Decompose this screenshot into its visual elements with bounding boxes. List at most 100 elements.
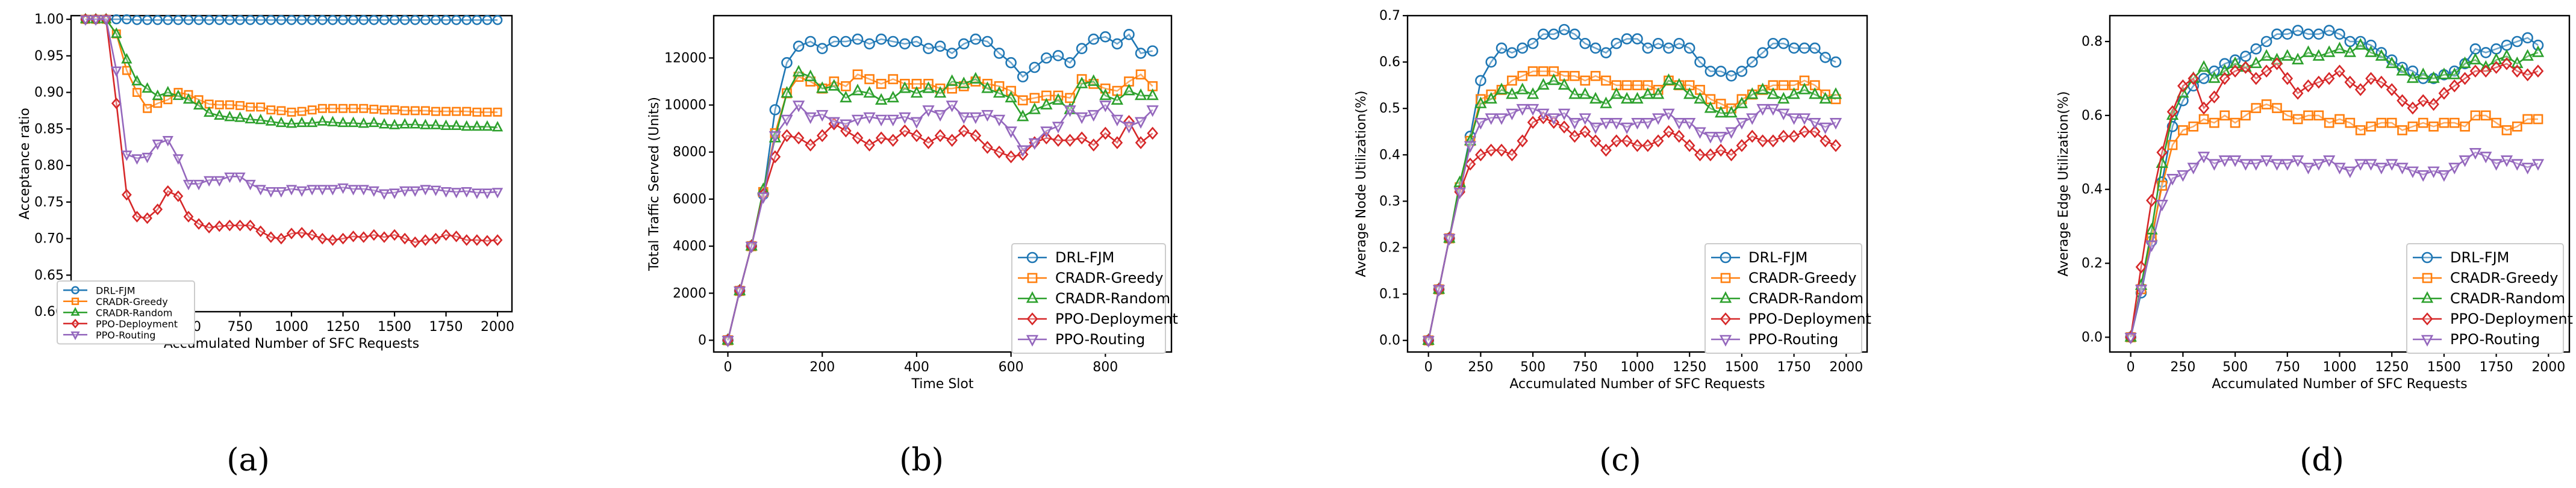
data-point-drl-fjm: [1017, 71, 1029, 82]
data-point-cradr-greedy: [2230, 117, 2241, 128]
data-point-ppo-deployment: [2166, 105, 2178, 119]
data-point-ppo-routing: [1621, 122, 1633, 135]
data-point-ppo-deployment: [1135, 136, 1147, 149]
data-point-ppo-routing: [2208, 159, 2221, 171]
data-point-ppo-routing: [172, 154, 184, 165]
y-axis-label: Total Traffic Served (Units): [647, 97, 662, 271]
series-ppo-deployment: [1423, 111, 1842, 347]
data-point-drl-fjm: [1809, 42, 1821, 54]
data-point-ppo-deployment: [1652, 134, 1664, 147]
data-point-cradr-random: [2291, 52, 2304, 65]
data-point-ppo-deployment: [245, 219, 255, 232]
data-point-ppo-deployment: [2303, 79, 2314, 93]
data-point-cradr-random: [471, 120, 483, 131]
data-point-drl-fjm: [111, 14, 122, 25]
data-point-ppo-deployment: [816, 129, 828, 143]
data-point-ppo-routing: [1673, 118, 1686, 130]
data-point-drl-fjm: [1064, 57, 1076, 69]
data-point-ppo-routing: [1547, 113, 1560, 125]
data-point-ppo-deployment: [2271, 57, 2283, 70]
y-tick-label: 0.80: [34, 158, 64, 173]
data-point-ppo-deployment: [214, 220, 225, 232]
data-point-cradr-random: [993, 86, 1006, 98]
data-point-ppo-deployment: [1088, 138, 1100, 152]
data-point-drl-fjm: [369, 14, 379, 25]
data-point-cradr-random: [440, 119, 452, 130]
data-point-ppo-deployment: [379, 231, 390, 243]
data-point-cradr-greedy: [359, 103, 369, 113]
plot-frame: [713, 14, 1173, 353]
x-tick-label: 500: [1520, 360, 1545, 375]
data-point-ppo-routing: [1777, 108, 1790, 120]
data-point-ppo-routing: [1017, 145, 1029, 157]
data-point-cradr-random: [193, 99, 205, 110]
data-point-drl-fjm: [276, 14, 287, 25]
data-point-cradr-random: [1694, 91, 1706, 104]
data-point-ppo-deployment: [2386, 83, 2398, 96]
data-point-ppo-routing: [378, 189, 390, 200]
data-point-cradr-greedy: [2449, 117, 2460, 128]
data-point-ppo-deployment: [1642, 139, 1654, 152]
data-point-cradr-greedy: [225, 100, 234, 110]
legend-label-drl-fjm: DRL-FJM: [2450, 249, 2509, 266]
data-point-cradr-random: [491, 121, 504, 132]
data-point-drl-fjm: [410, 14, 420, 25]
y-tick-label: 0.70: [34, 232, 64, 247]
data-point-ppo-routing: [1453, 187, 1466, 199]
data-point-drl-fjm: [1100, 31, 1111, 43]
data-point-cradr-greedy: [2261, 99, 2272, 110]
data-point-ppo-deployment: [2313, 75, 2325, 89]
legend-marker-drl-fjm: [1026, 252, 1038, 264]
legend-label-ppo-routing: PPO-Routing: [1055, 331, 1145, 348]
data-point-drl-fjm: [1746, 56, 1758, 68]
data-point-drl-fjm: [451, 14, 461, 25]
legend-marker-ppo-deployment: [1026, 312, 1038, 326]
data-point-cradr-greedy: [1135, 69, 1146, 80]
data-point-cradr-random: [2427, 71, 2440, 83]
data-point-ppo-routing: [1809, 118, 1821, 130]
series-cradr-random: [80, 13, 504, 132]
data-point-drl-fjm: [163, 14, 173, 25]
data-point-cradr-random: [388, 119, 401, 129]
data-point-cradr-greedy: [2292, 114, 2303, 125]
data-point-cradr-greedy: [947, 83, 958, 94]
data-point-ppo-routing: [1443, 233, 1456, 246]
y-tick-label: 10000: [664, 98, 706, 113]
data-point-ppo-deployment: [887, 134, 899, 147]
data-point-ppo-deployment: [2522, 68, 2533, 82]
data-point-cradr-random: [1052, 93, 1065, 105]
series-line-cradr-random: [727, 71, 1153, 341]
data-point-cradr-random: [816, 81, 829, 93]
x-axis-label: Accumulated Number of SFC Requests: [164, 336, 419, 351]
data-point-ppo-routing: [828, 117, 840, 129]
data-point-ppo-routing: [816, 110, 829, 122]
data-point-cradr-greedy: [841, 81, 851, 91]
data-point-cradr-random: [265, 115, 276, 126]
data-point-drl-fjm: [911, 36, 923, 48]
y-tick-label: 0.5: [1379, 101, 1400, 116]
x-tick-label: 2000: [481, 320, 514, 335]
data-point-cradr-random: [2281, 49, 2294, 61]
data-point-cradr-random: [2250, 56, 2262, 69]
data-point-drl-fjm: [307, 14, 317, 25]
data-point-ppo-deployment: [1076, 131, 1088, 145]
data-point-ppo-routing: [934, 110, 947, 122]
data-point-ppo-deployment: [1527, 116, 1539, 129]
data-point-ppo-deployment: [2177, 79, 2189, 93]
data-point-drl-fjm: [1652, 37, 1664, 49]
data-point-ppo-deployment: [369, 229, 379, 241]
data-point-ppo-deployment: [482, 235, 493, 247]
data-point-cradr-random: [285, 117, 298, 128]
data-point-drl-fjm: [1777, 37, 1789, 49]
data-point-drl-fjm: [970, 33, 982, 45]
y-tick-label: 8000: [673, 145, 706, 160]
series-drl-fjm: [1423, 23, 1842, 347]
data-point-cradr-random: [2406, 71, 2419, 83]
legend-marker-cradr-random: [2421, 291, 2434, 303]
data-point-ppo-deployment: [348, 230, 358, 242]
y-tick-label: 1.00: [34, 12, 64, 27]
data-point-cradr-random: [1123, 84, 1135, 96]
legend: DRL-FJM CRADR-Greedy CRADR-Random PPO-Deplo…: [2406, 243, 2573, 354]
data-point-ppo-routing: [863, 112, 876, 125]
legend-marker-cradr-random: [70, 307, 80, 316]
